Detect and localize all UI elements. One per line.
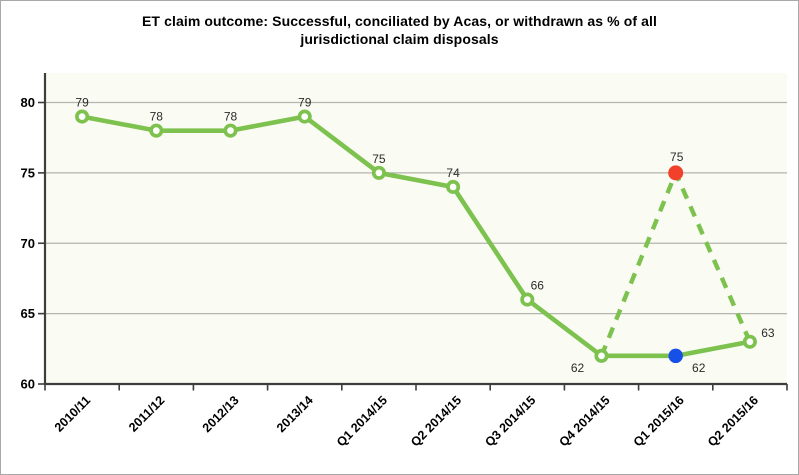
- data-point-marker: [742, 334, 757, 349]
- data-point-marker: [297, 109, 312, 124]
- chart-title: ET claim outcome: Successful, conciliate…: [1, 12, 798, 48]
- chart-title-line2: jurisdictional claim disposals: [300, 31, 499, 47]
- data-point-label: 75: [372, 152, 386, 166]
- gridlines: [45, 101, 787, 315]
- data-point-label: 62: [571, 361, 585, 375]
- data-point-marker: [149, 123, 164, 138]
- data-point-marker: [594, 348, 609, 363]
- y-tick-label: 70: [21, 236, 35, 251]
- x-tick-label: 2012/13: [200, 393, 242, 435]
- x-axis: 2010/11 2011/12 2012/13 2013/14 Q1 2014/15 Q2…: [44, 384, 788, 449]
- red-highlight-dot: [668, 165, 684, 181]
- data-labels: 79 78 78 79 75 74 66 62 63 75 62: [75, 96, 774, 375]
- y-tick-label: 60: [21, 377, 35, 392]
- data-point-label: 78: [224, 110, 238, 124]
- x-tick-label: Q2 2015/16: [705, 393, 761, 449]
- blue-highlight-dot: [668, 348, 683, 364]
- x-tick-label: Q3 2014/15: [482, 393, 538, 449]
- y-tick-label: 80: [21, 95, 35, 110]
- data-point-marker: [371, 165, 386, 180]
- x-tick-label: 2011/12: [126, 393, 167, 434]
- data-point-label: 66: [531, 279, 545, 293]
- x-tick-label: Q4 2014/15: [557, 393, 613, 449]
- data-point-marker: [75, 109, 90, 124]
- data-point-label: 78: [150, 110, 164, 124]
- data-point-marker: [520, 292, 535, 307]
- data-point-label: 79: [298, 96, 312, 110]
- y-tick-label: 75: [21, 165, 35, 180]
- x-tick-label: 2010/11: [52, 393, 93, 434]
- y-tick-label: 65: [21, 306, 35, 321]
- data-point-label: 75: [670, 150, 684, 164]
- plot-area: [45, 73, 787, 384]
- data-point-label: 74: [446, 166, 460, 180]
- x-tick-label: Q1 2014/15: [334, 393, 390, 449]
- chart-title-line1: ET claim outcome: Successful, conciliate…: [141, 13, 657, 29]
- data-point-marker: [446, 179, 461, 194]
- data-point-label: 79: [75, 96, 89, 110]
- data-point-label: 62: [692, 361, 706, 375]
- data-point-marker: [223, 123, 238, 138]
- data-point-label: 63: [761, 326, 775, 340]
- series-markers: [75, 109, 757, 363]
- x-tick-label: Q2 2014/15: [408, 393, 464, 449]
- x-tick-label: 2013/14: [274, 393, 316, 435]
- y-axis: 60 65 70 75 80: [21, 95, 45, 392]
- x-tick-label: Q1 2015/16: [631, 393, 687, 449]
- solid-series-line: [79, 114, 753, 359]
